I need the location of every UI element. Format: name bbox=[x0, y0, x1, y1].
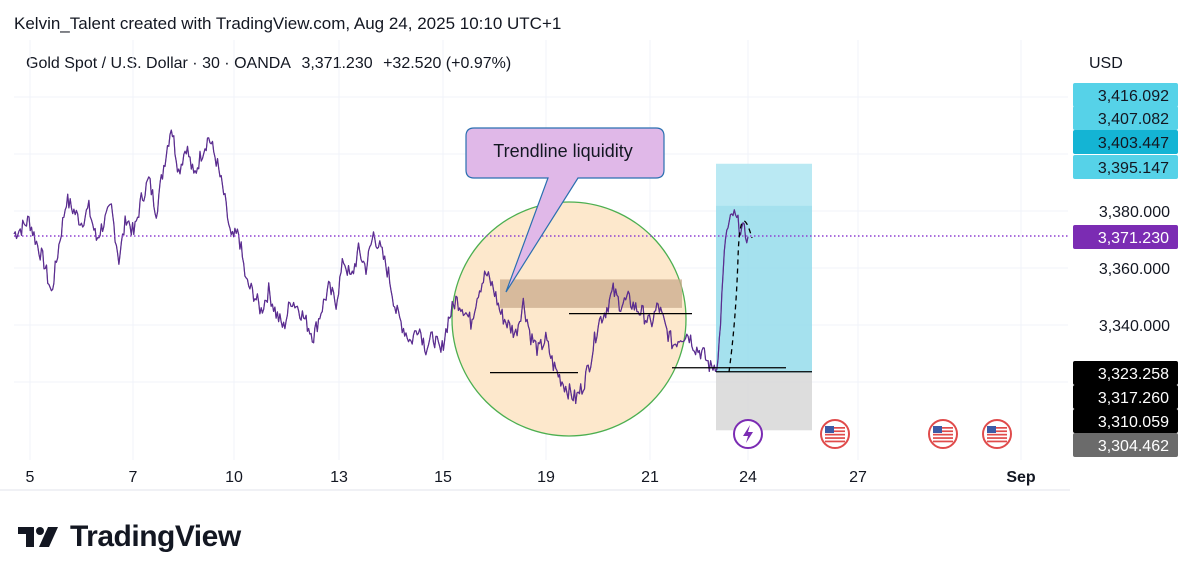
event-icons[interactable] bbox=[733, 419, 1012, 449]
x-tick-label: 24 bbox=[739, 469, 757, 486]
y-tick-label: 3,380.000 bbox=[1099, 204, 1170, 221]
y-tick-label: 3,340.000 bbox=[1099, 318, 1170, 335]
y-tick-label: 3,360.000 bbox=[1099, 261, 1170, 278]
price-label-text: 3,407.082 bbox=[1098, 111, 1169, 128]
price-label[interactable]: 3,304.462 bbox=[1073, 433, 1178, 457]
us-flag-icon[interactable] bbox=[820, 419, 850, 449]
tradingview-logo[interactable]: TradingView bbox=[18, 520, 241, 554]
x-tick-label: 5 bbox=[26, 469, 35, 486]
x-tick-label: Sep bbox=[1006, 469, 1036, 486]
level-lines bbox=[14, 220, 1068, 374]
price-label-text: 3,317.260 bbox=[1098, 390, 1169, 407]
x-tick-label: 21 bbox=[641, 469, 659, 486]
chart-credit: Kelvin_Talent created with TradingView.c… bbox=[14, 14, 562, 33]
price-label-text: 3,310.059 bbox=[1098, 414, 1169, 431]
price-axis[interactable]: 3,380.000 3,360.000 3,340.000 3,416.092 3,40… bbox=[1073, 83, 1178, 457]
price-label[interactable]: 3,395.147 bbox=[1073, 155, 1178, 179]
brand-name: TradingView bbox=[70, 520, 241, 553]
us-flag-icon[interactable] bbox=[982, 419, 1012, 449]
price-label-text: 3,416.092 bbox=[1098, 88, 1169, 105]
x-tick-label: 7 bbox=[129, 469, 138, 486]
callout-bubble bbox=[465, 127, 665, 293]
trade-zones bbox=[716, 163, 812, 431]
price-change: +32.520 (+0.97%) bbox=[383, 55, 512, 72]
currency-label[interactable]: USD bbox=[1089, 55, 1123, 72]
us-flag-icon[interactable] bbox=[928, 419, 958, 449]
tradingview-logo-icon bbox=[18, 527, 58, 547]
time-axis[interactable]: 5 7 10 13 15 19 21 24 27 Sep bbox=[26, 469, 1036, 486]
flash-icon[interactable] bbox=[733, 419, 763, 449]
price-label[interactable]: 3,310.059 bbox=[1073, 409, 1178, 433]
price-label-text: 3,395.147 bbox=[1098, 160, 1169, 177]
price-label[interactable]: 3,323.258 bbox=[1073, 361, 1178, 385]
price-series bbox=[13, 129, 749, 405]
x-tick-label: 27 bbox=[849, 469, 867, 486]
trendline-liquidity-callout[interactable]: Trendline liquidity bbox=[465, 127, 665, 293]
price-label[interactable]: 3,371.230 bbox=[1073, 225, 1178, 249]
last-price: 3,371.230 bbox=[301, 55, 373, 72]
price-label-text: 3,371.230 bbox=[1098, 230, 1169, 247]
price-label[interactable]: 3,317.260 bbox=[1073, 385, 1178, 409]
x-tick-label: 13 bbox=[330, 469, 348, 486]
price-label[interactable]: 3,403.447 bbox=[1073, 130, 1178, 154]
price-label-text: 3,304.462 bbox=[1098, 438, 1169, 455]
price-label-text: 3,403.447 bbox=[1098, 135, 1169, 152]
x-tick-label: 10 bbox=[225, 469, 243, 486]
price-label[interactable]: 3,407.082 bbox=[1073, 106, 1178, 130]
symbol-info: Gold Spot / U.S. Dollar · 30 · OANDA 3,3… bbox=[26, 55, 517, 73]
callout-text: Trendline liquidity bbox=[493, 141, 632, 161]
x-tick-label: 19 bbox=[537, 469, 555, 486]
price-label[interactable]: 3,416.092 bbox=[1073, 83, 1178, 107]
liquidity-area bbox=[451, 201, 687, 437]
x-tick-label: 15 bbox=[434, 469, 452, 486]
price-label-text: 3,323.258 bbox=[1098, 366, 1169, 383]
symbol-name[interactable]: Gold Spot / U.S. Dollar · 30 · OANDA bbox=[26, 55, 291, 72]
